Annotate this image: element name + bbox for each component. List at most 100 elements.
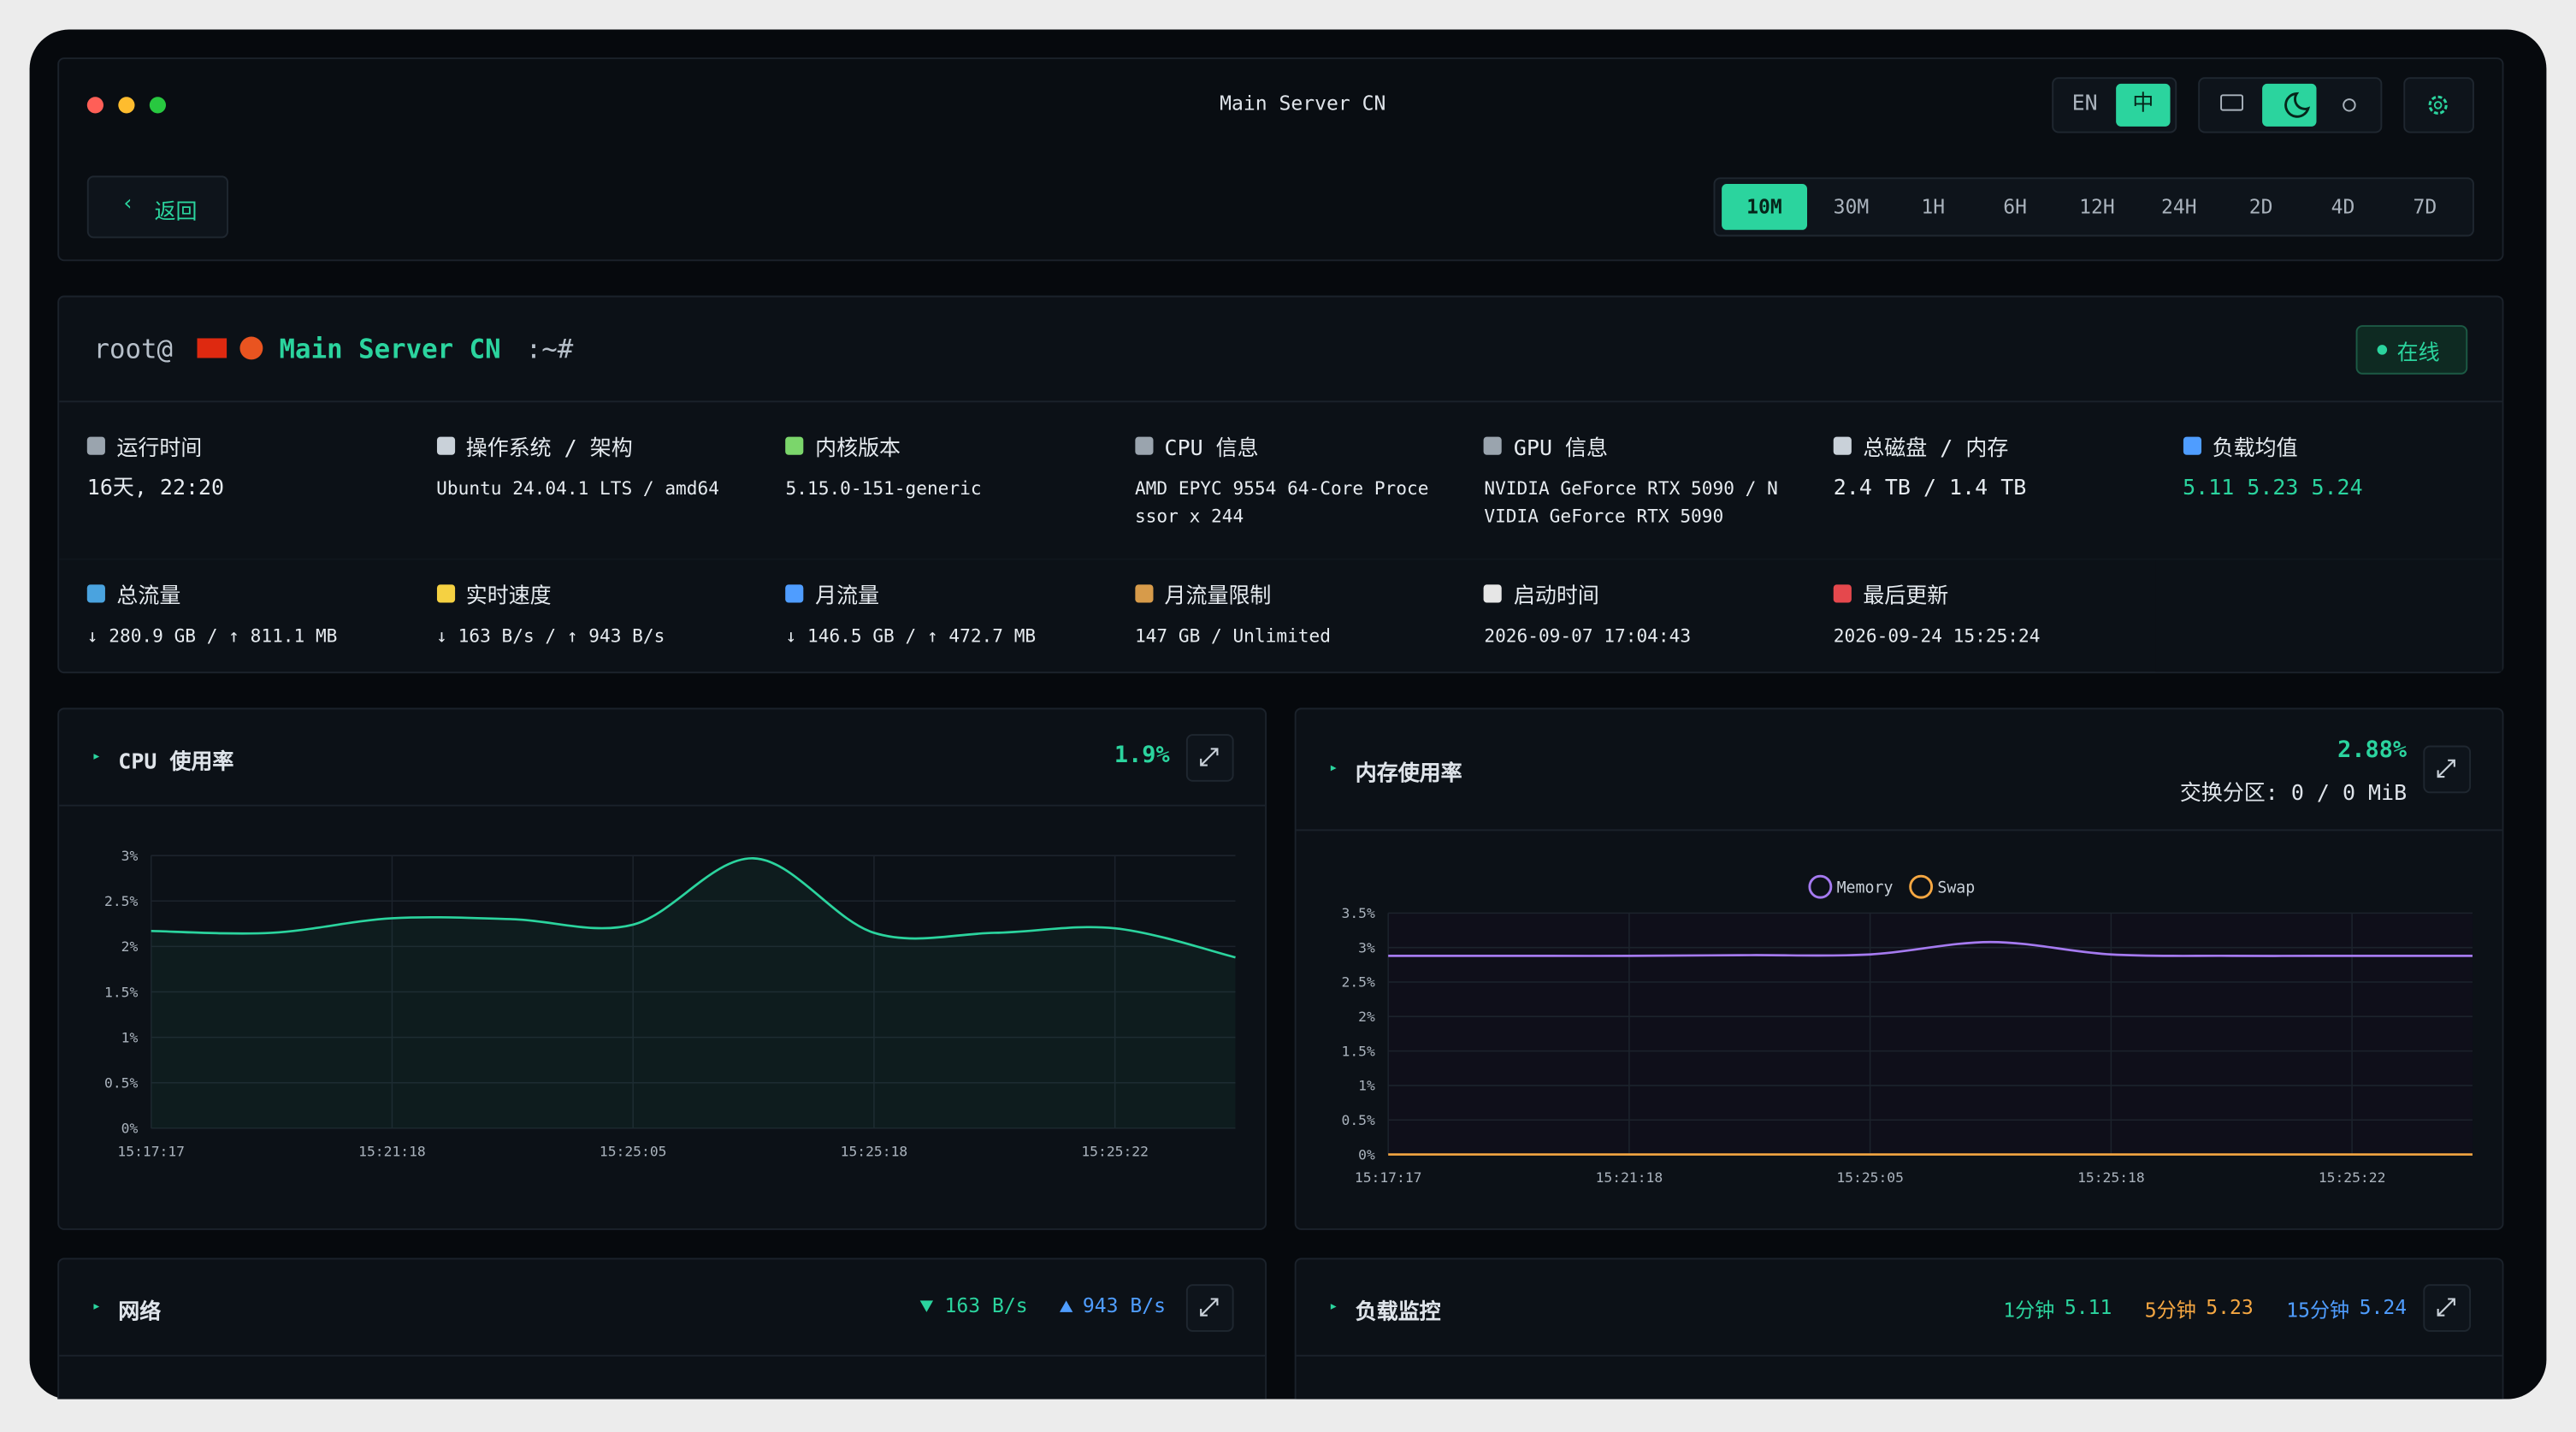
info-cell: CPU 信息 AMD EPYC 9554 64-Core Processor x … — [1108, 430, 1456, 530]
info-icon — [436, 583, 455, 602]
info-icon — [785, 583, 804, 602]
info-icon — [86, 435, 105, 454]
expand-button[interactable] — [2423, 745, 2472, 794]
info-value: ↓ 280.9 GB / ↑ 811.1 MB — [86, 625, 338, 648]
divider — [1296, 1354, 2502, 1357]
back-button[interactable] — [86, 175, 229, 239]
cpu-current: 1.9% — [1114, 742, 1170, 769]
range-button[interactable]: 24H — [2160, 195, 2197, 219]
load-label: 15分钟 — [2286, 1299, 2350, 1323]
info-cell: GPU 信息 NVIDIA GeForce RTX 5090 / NVIDIA G… — [1458, 430, 1806, 530]
info-cell: 最后更新 2026-09-24 15:25:24 — [1807, 578, 2155, 650]
info-label: 启动时间 — [1484, 578, 1780, 608]
info-cell: 总磁盘 / 内存 2.4 TB / 1.4 TB — [1807, 430, 2155, 502]
info-icon — [1833, 583, 1852, 602]
page-edge — [0, 1399, 2576, 1432]
swap-info: 交换分区: 0 / 0 MiB — [2179, 781, 2408, 807]
up-arrow — [1059, 1300, 1073, 1312]
divider — [1296, 829, 2502, 831]
info-cell: 月流量限制 147 GB / Unlimited — [1108, 578, 1456, 650]
info-label: 总磁盘 / 内存 — [1833, 430, 2130, 460]
server-name: Main Server CN — [279, 333, 501, 365]
info-cell: 月流量 ↓ 146.5 GB / ↑ 472.7 MB — [759, 578, 1108, 650]
info-value: ↓ 146.5 GB / ↑ 472.7 MB — [785, 625, 1037, 648]
window-title: Main Server CN — [1220, 92, 1386, 115]
range-button[interactable]: 12H — [2079, 195, 2115, 219]
expand-button[interactable] — [1185, 734, 1234, 782]
info-icon — [785, 435, 804, 454]
info-cell: 内核版本 5.15.0-151-generic — [759, 430, 1108, 502]
info-cell: 实时速度 ↓ 163 B/s / ↑ 943 B/s — [410, 578, 758, 650]
load-item: 1分钟 5.11 — [2003, 1296, 2112, 1324]
memory-title: 内存使用率 — [1355, 761, 1462, 787]
close-dot[interactable] — [86, 97, 104, 114]
info-cell: 负载均值 5.11 5.23 5.24 — [2156, 430, 2504, 502]
range-button[interactable]: 1H — [1921, 195, 1946, 219]
load-value: 5.24 — [2359, 1295, 2408, 1319]
prompt-user: root@ — [93, 333, 174, 365]
caret: ▸ — [92, 749, 101, 766]
info-value: 147 GB / Unlimited — [1134, 625, 1331, 648]
load-item: 5分钟 5.23 — [2145, 1296, 2254, 1324]
lang-zh[interactable]: 中 — [2116, 83, 2171, 127]
info-icon — [1134, 435, 1154, 454]
load-panel — [1294, 1257, 2504, 1423]
cpu-panel — [57, 707, 1267, 1230]
load-values: 1分钟 5.11 5分钟 5.23 15分钟 5.24 — [1889, 1296, 2407, 1324]
theme-icons — [2220, 92, 2356, 118]
info-label-text: 运行时间 — [116, 435, 203, 461]
net-down: 163 B/s — [944, 1293, 1028, 1317]
sun-icon[interactable] — [2343, 98, 2356, 112]
info-label-text: 最后更新 — [1863, 583, 1949, 609]
moon-icon[interactable] — [2284, 92, 2311, 118]
load-value: 5.11 — [2064, 1295, 2112, 1319]
info-label: GPU 信息 — [1484, 430, 1780, 460]
load-title: 负载监控 — [1355, 1300, 1441, 1326]
down-arrow — [919, 1300, 934, 1312]
info-label: 最后更新 — [1833, 578, 2130, 609]
theme-dark[interactable] — [2262, 83, 2317, 127]
range-button[interactable]: 7D — [2413, 195, 2437, 219]
expand-button[interactable] — [1185, 1284, 1234, 1332]
settings[interactable] — [2403, 77, 2474, 133]
info-label-text: 操作系统 / 架构 — [465, 435, 633, 461]
lang-en[interactable]: EN — [2071, 92, 2098, 117]
caret: ▸ — [92, 1299, 101, 1316]
cpu-title: CPU 使用率 — [118, 750, 234, 776]
info-label-text: 月流量限制 — [1164, 583, 1272, 609]
info-value: 2026-09-24 15:25:24 — [1833, 625, 2041, 648]
status-badge — [2355, 325, 2468, 375]
info-cell: 运行时间 16天, 22:20 — [61, 430, 409, 502]
info-label: 月流量限制 — [1134, 578, 1431, 609]
range-bar: 10M 30M 1H 6H 12H 24H 2D 4D 7D — [1713, 177, 2474, 237]
info-cell: 总流量 ↓ 280.9 GB / ↑ 811.1 MB — [61, 578, 409, 650]
info-label: 运行时间 — [86, 430, 383, 461]
caret: ▸ — [1329, 1299, 1338, 1316]
info-label-text: CPU 信息 — [1164, 435, 1259, 461]
status-label: 在线 — [2396, 341, 2440, 367]
divider — [59, 1354, 1266, 1357]
range-button[interactable]: 10M — [1722, 184, 1807, 230]
expand-button[interactable] — [2423, 1284, 2472, 1332]
monitor-icon[interactable] — [2220, 94, 2244, 111]
status-dot — [2377, 345, 2388, 355]
max-dot[interactable] — [149, 97, 167, 114]
info-value: ↓ 163 B/s / ↑ 943 B/s — [436, 625, 665, 648]
range-button[interactable]: 2D — [2248, 195, 2273, 219]
back-label[interactable]: 返回 — [154, 200, 198, 226]
divider — [59, 804, 1266, 807]
load-label: 5分钟 — [2144, 1299, 2196, 1323]
info-value: 2.4 TB / 1.4 TB — [1833, 476, 2027, 501]
range-button[interactable]: 30M — [1833, 195, 1870, 219]
info-icon — [1484, 435, 1503, 454]
gear-icon — [2428, 95, 2448, 115]
info-label-text: 启动时间 — [1513, 583, 1599, 609]
info-value: 16天, 22:20 — [86, 476, 225, 501]
range-button[interactable]: 6H — [2003, 195, 2028, 219]
min-dot[interactable] — [118, 97, 135, 114]
info-value: Ubuntu 24.04.1 LTS / amd64 — [436, 477, 719, 500]
info-label: 实时速度 — [436, 578, 732, 608]
load-item: 15分钟 5.24 — [2286, 1296, 2407, 1324]
range-button[interactable]: 4D — [2331, 195, 2355, 219]
